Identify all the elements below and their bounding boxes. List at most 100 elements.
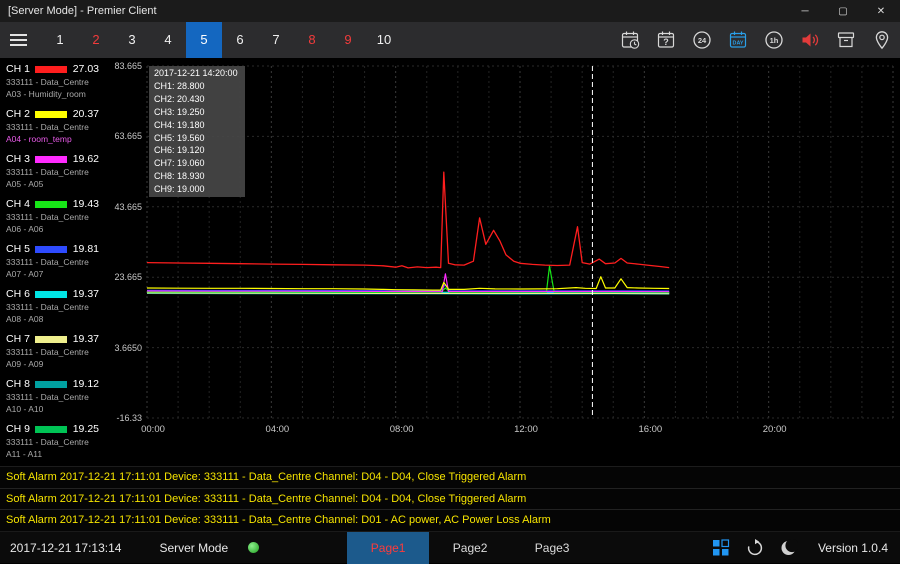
channel-name: CH 1 xyxy=(6,63,30,75)
channel-device: 333111 - Data_Centre xyxy=(6,76,99,88)
calendar-question-icon[interactable]: ? xyxy=(648,22,684,58)
channel-item-CH3[interactable]: CH 319.62333111 - Data_CentreA05 - A05 xyxy=(0,148,105,193)
status-tab-page2[interactable]: Page2 xyxy=(429,532,511,564)
day-view-icon[interactable]: DAY xyxy=(720,22,756,58)
archive-icon[interactable] xyxy=(828,22,864,58)
24-hour-view-icon[interactable]: 24 xyxy=(684,22,720,58)
night-mode-icon[interactable] xyxy=(780,539,798,557)
y-axis-label: -16.33 xyxy=(105,413,142,423)
x-axis-label: 08:00 xyxy=(380,424,424,435)
window-title: [Server Mode] - Premier Client xyxy=(0,5,157,17)
maximize-button[interactable]: ▢ xyxy=(824,0,862,22)
tooltip-channel-value: CH9: 19.000 xyxy=(149,183,245,196)
title-bar: [Server Mode] - Premier Client ─▢✕ xyxy=(0,0,900,22)
status-tab-page3[interactable]: Page3 xyxy=(511,532,593,564)
channel-color-swatch xyxy=(35,201,67,208)
main-toolbar: 12345678910 ? 24 DAY 1h xyxy=(0,22,900,58)
channel-header: CH 4 19.43 xyxy=(6,197,99,211)
channel-item-CH1[interactable]: CH 127.03333111 - Data_CentreA03 - Humid… xyxy=(0,58,105,103)
channel-header: CH 319.62 xyxy=(6,152,99,166)
chart-tooltip: 2017-12-21 14:20:00CH1: 28.800CH2: 20.43… xyxy=(149,66,245,197)
alarm-list: Soft Alarm 2017-12-21 17:11:01 Device: 3… xyxy=(0,466,900,531)
channel-point: A03 - Humidity_room xyxy=(6,88,99,100)
channel-name: CH 5 xyxy=(6,243,30,255)
toolbar-page-1[interactable]: 1 xyxy=(42,22,78,58)
toolbar-page-7[interactable]: 7 xyxy=(258,22,294,58)
close-button[interactable]: ✕ xyxy=(862,0,900,22)
channel-item-CH9[interactable]: CH 919.25333111 - Data_CentreA11 - A11 xyxy=(0,418,105,463)
channel-color-swatch xyxy=(35,111,67,118)
channel-item-CH4[interactable]: CH 419.43333111 - Data_CentreA06 - A06 xyxy=(0,193,105,238)
channel-list: CH 127.03333111 - Data_CentreA03 - Humid… xyxy=(0,58,105,466)
svg-text:1h: 1h xyxy=(770,36,779,45)
channel-item-CH2[interactable]: CH 220.37333111 - Data_CentreA04 - room_… xyxy=(0,103,105,148)
channel-color-swatch xyxy=(35,66,67,73)
channel-color-swatch xyxy=(35,381,67,388)
channel-point: A09 - A09 xyxy=(6,358,99,370)
channel-name: CH 8 xyxy=(6,378,30,390)
channel-item-CH7[interactable]: CH 719.37333111 - Data_CentreA09 - A09 xyxy=(0,328,105,373)
tooltip-channel-value: CH4: 19.180 xyxy=(149,119,245,132)
channel-color-swatch xyxy=(35,336,67,343)
channel-item-CH5[interactable]: CH 519.81333111 - Data_CentreA07 - A07 xyxy=(0,238,105,283)
channel-color-swatch xyxy=(35,426,67,433)
alarm-row[interactable]: Soft Alarm 2017-12-21 17:11:01 Device: 3… xyxy=(0,510,900,532)
tooltip-channel-value: CH5: 19.560 xyxy=(149,132,245,145)
toolbar-page-6[interactable]: 6 xyxy=(222,22,258,58)
channel-value: 19.25 xyxy=(73,423,99,435)
channel-name: CH 6 xyxy=(6,288,30,300)
y-axis-label: 63.665 xyxy=(105,131,142,141)
toolbar-page-3[interactable]: 3 xyxy=(114,22,150,58)
tooltip-channel-value: CH6: 19.120 xyxy=(149,144,245,157)
toolbar-page-8[interactable]: 8 xyxy=(294,22,330,58)
channel-header: CH 519.81 xyxy=(6,242,99,256)
layout-switch-icon[interactable] xyxy=(712,539,730,557)
toolbar-page-4[interactable]: 4 xyxy=(150,22,186,58)
channel-item-CH6[interactable]: CH 619.37333111 - Data_CentreA08 - A08 xyxy=(0,283,105,328)
alarm-sound-icon[interactable] xyxy=(792,22,828,58)
channel-point: A10 - A10 xyxy=(6,403,99,415)
page-number-bar: 12345678910 xyxy=(42,22,402,58)
x-axis-label: 12:00 xyxy=(504,424,548,435)
channel-point: A08 - A08 xyxy=(6,313,99,325)
toolbar-page-9[interactable]: 9 xyxy=(330,22,366,58)
channel-item-CH8[interactable]: CH 819.12333111 - Data_CentreA10 - A10 xyxy=(0,373,105,418)
toolbar-page-10[interactable]: 10 xyxy=(366,22,402,58)
y-axis-label: 43.665 xyxy=(105,202,142,212)
location-pin-icon[interactable] xyxy=(864,22,900,58)
status-icon-group xyxy=(712,539,798,557)
channel-header: CH 819.12 xyxy=(6,377,99,391)
toolbar-icon-group: ? 24 DAY 1h xyxy=(612,22,900,58)
channel-point: A04 - room_temp xyxy=(6,133,99,145)
alarm-row[interactable]: Soft Alarm 2017-12-21 17:11:01 Device: 3… xyxy=(0,467,900,489)
toolbar-page-5[interactable]: 5 xyxy=(186,22,222,58)
channel-point: A05 - A05 xyxy=(6,178,99,190)
1-hour-view-icon[interactable]: 1h xyxy=(756,22,792,58)
channel-device: 333111 - Data_Centre xyxy=(6,256,99,268)
chart-area[interactable]: 83.66563.66543.66523.6653.6650-16.3300:0… xyxy=(105,58,900,466)
channel-name: CH 4 xyxy=(6,198,30,210)
version-label: Version 1.0.4 xyxy=(818,541,888,555)
x-axis-label: 20:00 xyxy=(753,424,797,435)
calendar-clock-icon[interactable] xyxy=(612,22,648,58)
series-CH7 xyxy=(147,293,669,294)
menu-icon[interactable] xyxy=(0,31,38,49)
channel-value: 20.37 xyxy=(73,108,99,120)
channel-header: CH 220.37 xyxy=(6,107,99,121)
channel-name: CH 3 xyxy=(6,153,30,165)
alarm-row[interactable]: Soft Alarm 2017-12-21 17:11:01 Device: 3… xyxy=(0,489,900,511)
sync-icon[interactable] xyxy=(746,539,764,557)
channel-name: CH 7 xyxy=(6,333,30,345)
toolbar-page-2[interactable]: 2 xyxy=(78,22,114,58)
channel-value: 19.37 xyxy=(73,333,99,345)
x-axis-label: 00:00 xyxy=(131,424,175,435)
tooltip-channel-value: CH2: 20.430 xyxy=(149,93,245,106)
channel-value: 19.43 xyxy=(73,198,99,210)
status-indicator xyxy=(248,542,259,553)
status-tab-page1[interactable]: Page1 xyxy=(347,532,429,564)
x-axis-label: 16:00 xyxy=(628,424,672,435)
svg-text:?: ? xyxy=(663,37,669,47)
minimize-button[interactable]: ─ xyxy=(786,0,824,22)
app-window: [Server Mode] - Premier Client ─▢✕ 12345… xyxy=(0,0,900,563)
svg-text:24: 24 xyxy=(698,36,707,45)
